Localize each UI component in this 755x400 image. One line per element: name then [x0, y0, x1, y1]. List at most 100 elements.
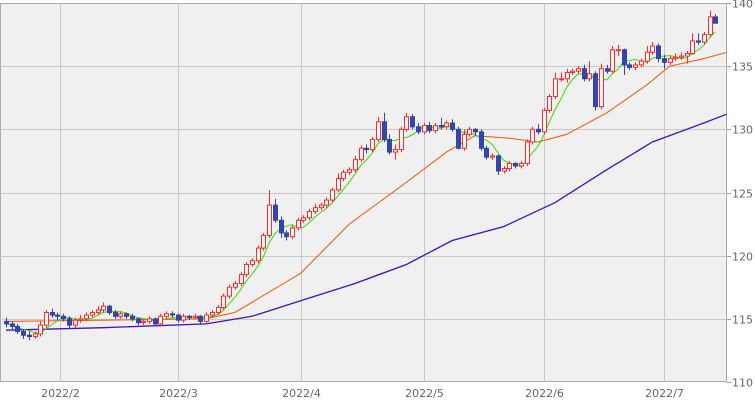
candle-body: [73, 319, 78, 326]
candle: [639, 58, 644, 68]
candle-body: [593, 73, 598, 108]
candle: [341, 169, 346, 182]
candle: [90, 309, 95, 318]
candle-body: [484, 147, 489, 158]
candle: [668, 56, 673, 65]
candle-body: [324, 199, 329, 206]
candle: [347, 167, 352, 175]
candle-body: [450, 122, 455, 130]
candle: [484, 145, 489, 160]
candle-body: [565, 71, 570, 80]
plot-background: [0, 3, 727, 382]
candle-body: [622, 49, 627, 66]
candle: [164, 311, 169, 319]
candle-body: [250, 260, 255, 266]
candle: [296, 217, 301, 231]
candle-body: [404, 116, 409, 130]
candle: [101, 302, 106, 313]
candle-body: [422, 125, 427, 133]
candle: [713, 14, 718, 24]
x-tick-label: 2022/6: [525, 387, 564, 400]
candle: [267, 189, 272, 238]
y-tick-label: 120: [732, 251, 753, 264]
x-tick-label: 2022/4: [282, 387, 321, 400]
candle-body: [27, 334, 32, 338]
candle-body: [170, 313, 175, 316]
candle-body: [267, 204, 272, 236]
candle: [462, 129, 467, 151]
candle: [73, 317, 78, 328]
candle: [530, 126, 535, 145]
candle-body: [713, 16, 718, 24]
candle: [542, 107, 547, 135]
x-tick-label: 2022/7: [645, 387, 684, 400]
y-tick-label: 135: [732, 61, 753, 74]
candle-body: [627, 64, 632, 68]
candle-body: [221, 295, 226, 308]
candle-body: [96, 309, 101, 314]
candle-body: [336, 178, 341, 191]
candle-body: [10, 323, 15, 327]
candle-body: [702, 34, 707, 43]
candle: [181, 313, 186, 323]
candle: [353, 155, 358, 173]
candle: [198, 315, 203, 326]
candle: [519, 160, 524, 169]
candle-body: [187, 315, 192, 319]
candle-body: [696, 40, 701, 43]
candle-body: [101, 305, 106, 311]
candle-body: [650, 45, 655, 53]
candle: [153, 317, 158, 327]
candle: [96, 306, 101, 316]
candle: [376, 116, 381, 142]
candle: [587, 61, 592, 82]
candle: [50, 308, 55, 318]
candle-body: [605, 68, 610, 72]
candle-body: [507, 162, 512, 169]
candle-body: [347, 169, 352, 173]
candle-body: [496, 155, 501, 172]
candle: [622, 48, 627, 76]
candle: [27, 331, 32, 341]
candle-body: [61, 315, 66, 320]
candle: [15, 323, 20, 334]
candle: [204, 312, 209, 323]
candle: [364, 144, 369, 154]
candle-body: [313, 207, 318, 212]
candle-body: [690, 40, 695, 55]
candle-body: [273, 204, 278, 221]
y-tick-label: 140: [732, 0, 753, 11]
candle: [250, 258, 255, 268]
candle: [382, 112, 387, 142]
candle-body: [513, 162, 518, 167]
x-tick-label: 2022/2: [41, 387, 80, 400]
candle-body: [193, 315, 198, 319]
candle: [525, 139, 530, 166]
candle-body: [256, 247, 261, 262]
candle-body: [141, 320, 146, 324]
candle-body: [473, 128, 478, 133]
candle: [673, 53, 678, 62]
candle-body: [290, 227, 295, 238]
candle: [496, 154, 501, 175]
candle-body: [456, 128, 461, 149]
candle: [130, 313, 135, 322]
candle-body: [576, 68, 581, 72]
candle-body: [301, 217, 306, 221]
candle-body: [38, 324, 43, 335]
candle-body: [67, 318, 72, 326]
candle: [44, 309, 49, 328]
candle: [307, 208, 312, 221]
candle-body: [656, 45, 661, 60]
candle: [61, 313, 66, 322]
candle: [210, 309, 215, 318]
candle-body: [113, 312, 118, 317]
candle-body: [279, 219, 284, 234]
candle: [708, 10, 713, 38]
candle-body: [44, 312, 49, 326]
candle-body: [399, 128, 404, 151]
candle: [685, 51, 690, 64]
candle: [67, 316, 72, 329]
candle: [216, 304, 221, 316]
